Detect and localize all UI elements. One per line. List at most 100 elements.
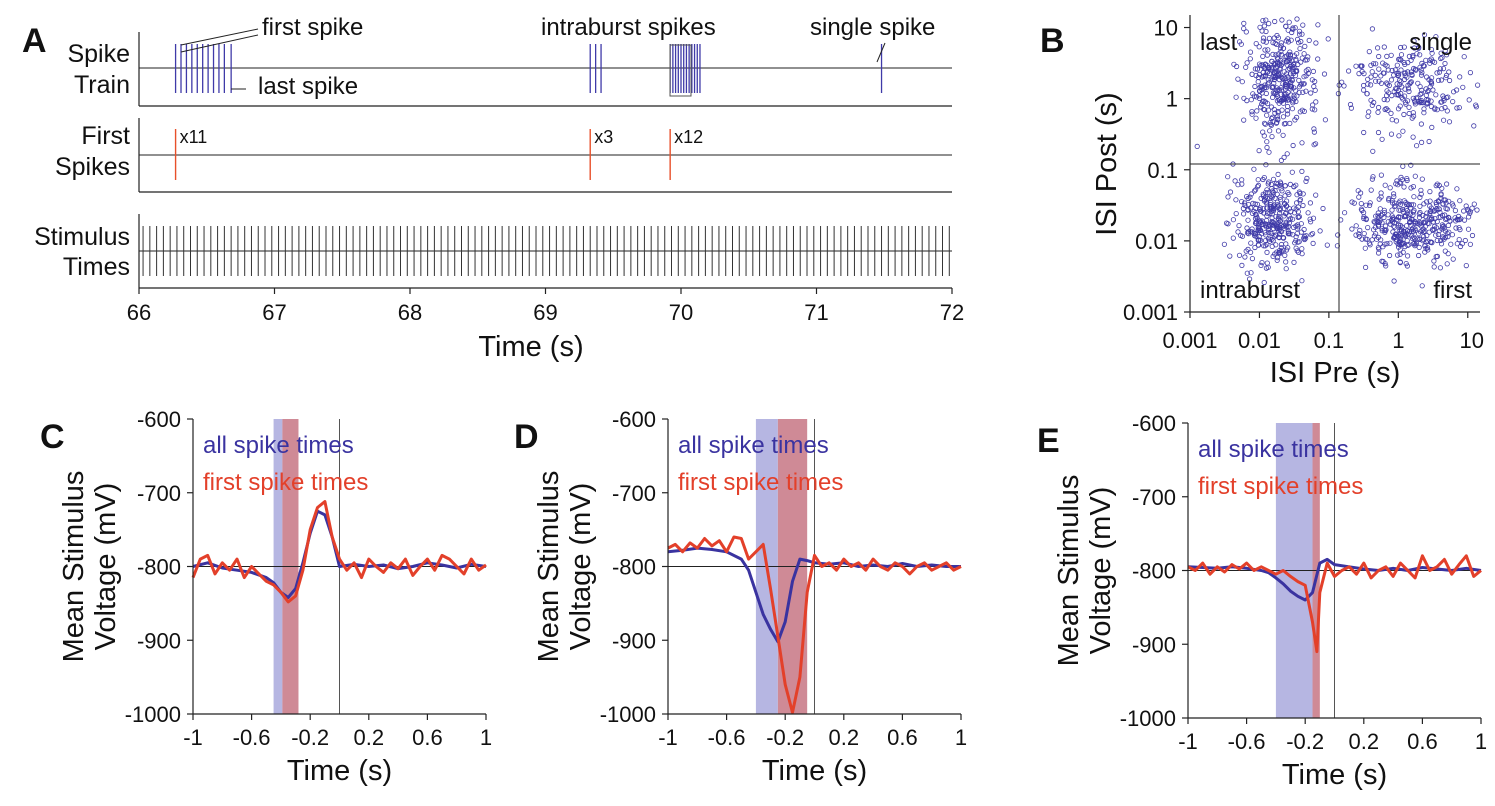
isi-point (1366, 109, 1372, 115)
isi-point (1276, 213, 1282, 219)
isi-point (1299, 251, 1305, 257)
x-axis-label: Time (s) (1282, 759, 1387, 791)
isi-point (1291, 85, 1297, 91)
isi-point (1417, 209, 1423, 216)
isi-point (1384, 63, 1390, 69)
isi-point (1431, 258, 1437, 264)
isi-point (1416, 244, 1422, 250)
isi-point (1402, 70, 1408, 76)
isi-point (1383, 106, 1389, 112)
isi-point (1261, 23, 1268, 29)
isi-point (1395, 87, 1402, 94)
isi-point (1305, 66, 1311, 73)
isi-point (1419, 176, 1425, 182)
isi-point (1438, 191, 1444, 197)
isi-point (1265, 236, 1272, 242)
isi-point (1474, 207, 1480, 213)
isi-point (1264, 241, 1270, 247)
isi-point (1269, 208, 1275, 214)
isi-point (1243, 29, 1249, 35)
isi-point (1249, 109, 1255, 115)
isi-point (1260, 191, 1266, 197)
isi-point (1421, 32, 1428, 38)
isi-point (1242, 254, 1248, 260)
annotation-single-spike: single spike (810, 14, 935, 41)
isi-point (1369, 69, 1375, 75)
isi-point (1368, 74, 1374, 80)
isi-point (1277, 45, 1284, 51)
isi-point (1417, 52, 1423, 58)
isi-point (1284, 95, 1290, 102)
isi-point (1263, 39, 1269, 45)
isi-point (1294, 200, 1300, 206)
isi-point (1405, 253, 1411, 259)
x-tick-label: 69 (533, 300, 557, 325)
isi-point (1260, 35, 1267, 41)
isi-point (1277, 194, 1283, 200)
quadrant-label-last: last (1200, 29, 1238, 56)
isi-point (1266, 179, 1272, 185)
isi-point (1406, 110, 1412, 117)
isi-point (1417, 236, 1423, 242)
isi-point (1252, 66, 1259, 72)
isi-point (1240, 205, 1247, 212)
isi-point (1262, 82, 1268, 88)
isi-point (1278, 186, 1284, 192)
isi-point (1254, 66, 1261, 72)
isi-point (1419, 99, 1425, 106)
panel-b-y-axis-label: ISI Post (s) (1091, 92, 1123, 235)
isi-point (1279, 17, 1285, 23)
isi-point (1373, 213, 1379, 219)
isi-point (1457, 198, 1463, 204)
isi-point (1283, 266, 1289, 272)
isi-point (1461, 54, 1467, 60)
isi-point (1375, 109, 1381, 115)
isi-point (1454, 186, 1460, 192)
isi-point (1435, 231, 1442, 238)
isi-point (1233, 94, 1239, 100)
isi-point (1418, 223, 1424, 229)
isi-point (1445, 222, 1452, 228)
isi-point (1403, 201, 1410, 207)
isi-point (1450, 99, 1456, 105)
isi-point (1405, 242, 1411, 248)
y-axis-label-line1: Mean Stimulus (533, 471, 565, 663)
isi-point (1362, 245, 1368, 251)
isi-point (1416, 252, 1422, 259)
isi-point (1271, 60, 1277, 66)
isi-point (1412, 66, 1418, 73)
isi-point (1235, 229, 1241, 235)
isi-point (1280, 75, 1286, 82)
isi-point (1289, 169, 1295, 175)
isi-point (1409, 235, 1415, 241)
intraburst-box (669, 44, 692, 97)
isi-point (1260, 221, 1266, 228)
isi-point (1444, 181, 1450, 187)
isi-point (1438, 241, 1445, 247)
isi-point (1289, 76, 1295, 83)
isi-point (1475, 82, 1481, 88)
isi-point (1255, 227, 1261, 233)
isi-point (1282, 183, 1289, 189)
isi-point (1268, 76, 1274, 82)
isi-point (1380, 211, 1386, 217)
isi-point (1380, 60, 1386, 66)
isi-point (1397, 81, 1403, 88)
spike-train-marks (174, 44, 883, 93)
isi-point (1384, 241, 1390, 247)
isi-point (1275, 117, 1281, 123)
isi-point (1396, 207, 1402, 213)
isi-point (1385, 107, 1391, 113)
isi-point (1260, 98, 1266, 105)
panel-e: E -1 -0.6 -0.2 0.2 0.6 1 -600 -700 -800 -900 -1000 a… (1037, 411, 1487, 791)
x-axis-label: Time (s) (287, 755, 392, 787)
isi-point (1417, 203, 1423, 209)
isi-point (1313, 141, 1319, 147)
isi-point (1462, 237, 1468, 244)
x-tick-label: 0.6 (887, 725, 918, 750)
isi-point (1276, 228, 1282, 234)
isi-point (1375, 215, 1381, 221)
isi-point (1356, 233, 1363, 240)
isi-point (1303, 73, 1309, 79)
isi-point (1436, 199, 1442, 205)
